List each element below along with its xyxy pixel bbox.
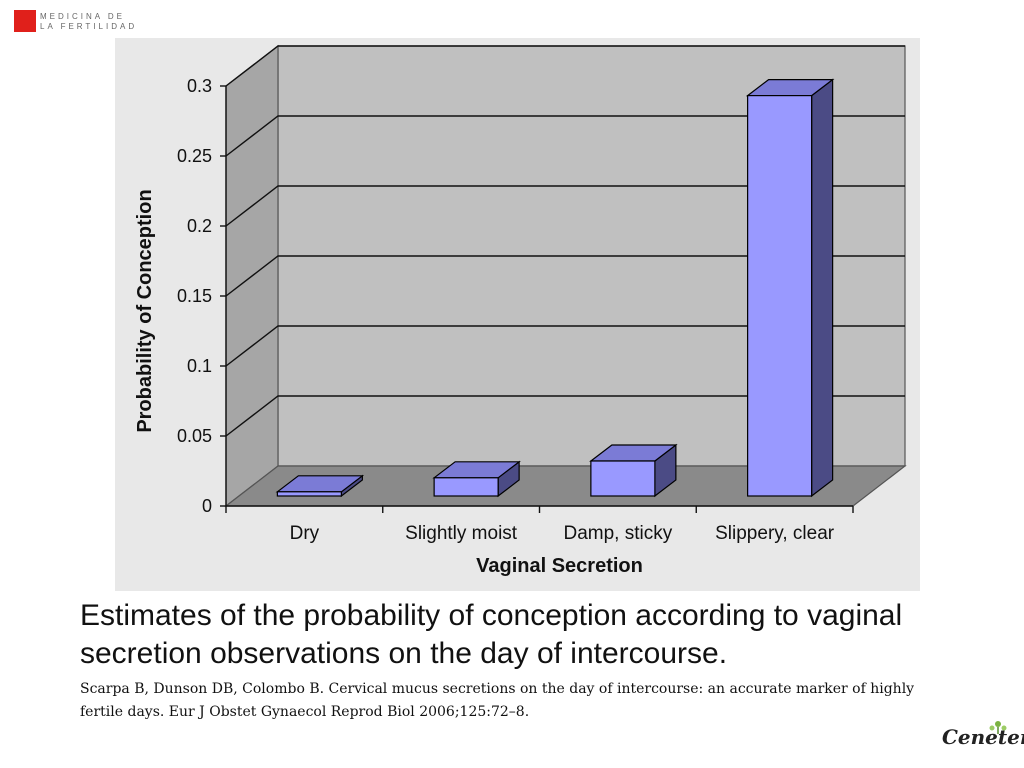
x-tick-label: Slightly moist bbox=[405, 523, 518, 544]
bar-front bbox=[590, 460, 656, 497]
chart-panel: 0 0.05 0.1 0.15 0.2 0.25 0.3 Dry Slightly moist D… bbox=[115, 38, 920, 591]
y-tick-label: 0.25 bbox=[177, 146, 212, 166]
y-tick-label: 0.2 bbox=[187, 216, 212, 236]
x-axis-title: Vaginal Secretion bbox=[476, 555, 643, 577]
y-axis: 0 0.05 0.1 0.15 0.2 0.25 0.3 bbox=[177, 45, 905, 516]
y-tick-label: 0.05 bbox=[177, 426, 212, 446]
bar-2 bbox=[589, 443, 678, 498]
x-tick-label: Slippery, clear bbox=[715, 523, 835, 544]
gridline bbox=[225, 185, 905, 227]
leaf-icon bbox=[989, 721, 1007, 734]
bar-3 bbox=[745, 78, 835, 498]
bar-front bbox=[747, 94, 813, 497]
bar-1 bbox=[432, 460, 521, 498]
gridline bbox=[225, 255, 905, 297]
bar-side bbox=[811, 78, 834, 498]
gridline bbox=[225, 115, 905, 157]
bar-0 bbox=[275, 474, 365, 498]
y-tick-label: 0.1 bbox=[187, 356, 212, 376]
x-axis: Dry Slightly moist Damp, sticky Slippery, c… bbox=[225, 505, 854, 544]
y-tick-label: 0.3 bbox=[187, 76, 212, 96]
brand-wordmark: Ceneter bbox=[942, 725, 1024, 749]
logo-mark bbox=[14, 10, 36, 32]
gridline bbox=[225, 45, 905, 87]
x-tick-label: Dry bbox=[290, 523, 320, 544]
bar-front bbox=[433, 477, 499, 497]
gridline bbox=[225, 325, 905, 367]
figure-caption: Estimates of the probability of concepti… bbox=[80, 599, 903, 670]
y-tick-label: 0 bbox=[202, 496, 212, 516]
logo-text: MEDICINA DE LA FERTILIDAD bbox=[40, 12, 137, 32]
y-axis-title: Probability of Conception bbox=[134, 189, 156, 432]
gridline bbox=[225, 395, 905, 437]
citation: Scarpa B, Dunson DB, Colombo B. Cervical… bbox=[80, 681, 915, 720]
logo-line-1: MEDICINA DE bbox=[40, 12, 126, 21]
bars bbox=[275, 78, 835, 498]
logo-line-2: LA FERTILIDAD bbox=[40, 22, 138, 31]
x-tick-label: Damp, sticky bbox=[564, 523, 673, 544]
y-tick-label: 0.15 bbox=[177, 286, 212, 306]
bar-front bbox=[276, 491, 342, 497]
